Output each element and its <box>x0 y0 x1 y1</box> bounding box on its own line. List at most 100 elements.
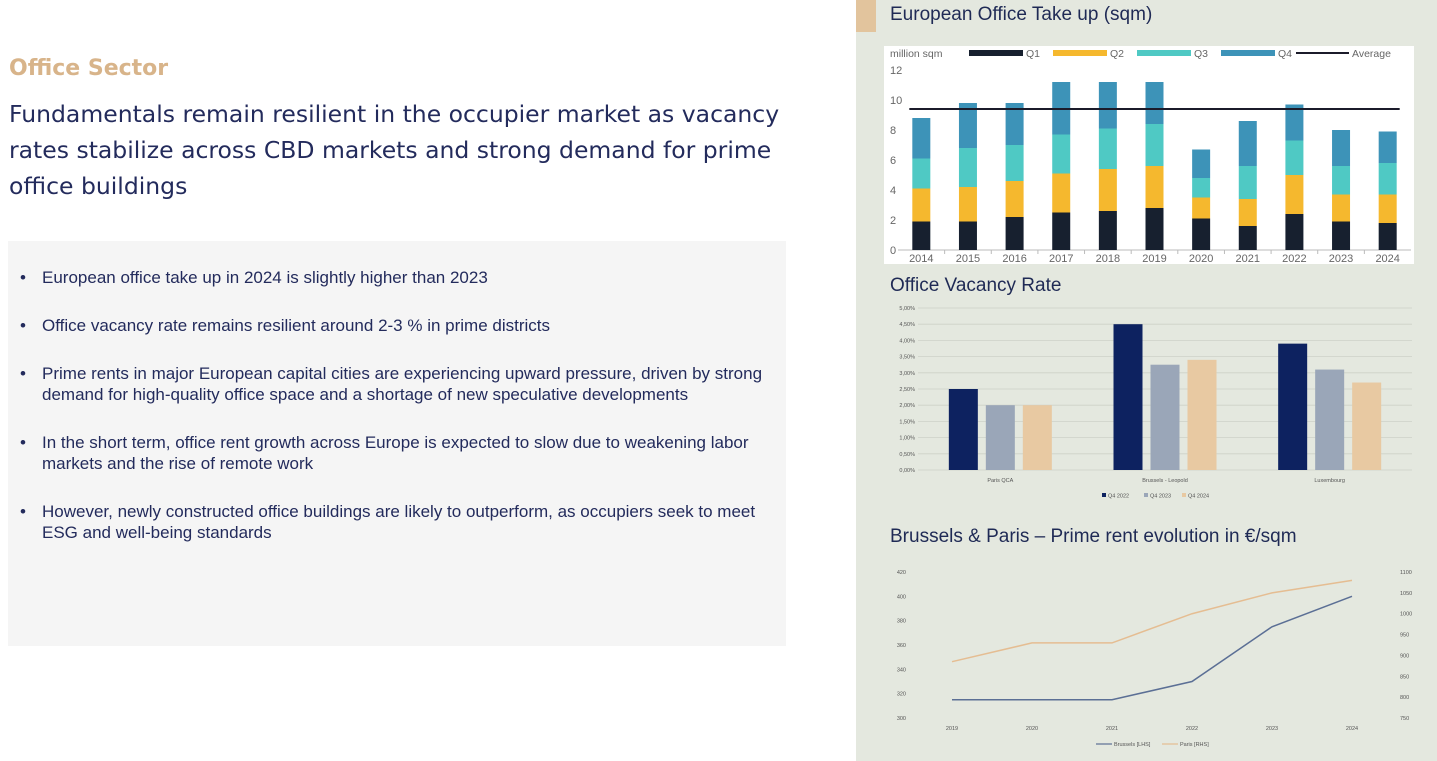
takeup-bar-segment <box>1285 175 1304 214</box>
vacancy-bar <box>1352 382 1382 470</box>
legend-swatch <box>969 50 1023 56</box>
y-tick-label: 4 <box>890 185 896 197</box>
x-tick-label: Paris QCA <box>987 478 1013 484</box>
takeup-bar-segment <box>1192 197 1211 219</box>
legend-label: Q1 <box>1026 48 1040 60</box>
y-tick-label-left: 420 <box>897 570 906 576</box>
takeup-bar-segment <box>1145 208 1164 250</box>
x-tick-label: 2023 <box>1329 253 1353 265</box>
bullet-text: However, newly constructed office buildi… <box>42 502 756 542</box>
takeup-bar-segment <box>1192 149 1211 178</box>
headline: Fundamentals remain resilient in the occ… <box>9 100 780 200</box>
vacancy-chart-title: Office Vacancy Rate <box>890 275 1062 296</box>
takeup-chart-title: European Office Take up (sqm) <box>890 4 1153 25</box>
y-tick-label: 1,00% <box>899 436 915 442</box>
x-tick-label: 2014 <box>909 253 933 265</box>
y-tick-label-left: 340 <box>897 667 906 673</box>
y-tick-label: 2,50% <box>899 387 915 393</box>
legend-label: Q4 2022 <box>1108 494 1129 500</box>
takeup-bar-segment <box>1192 218 1211 250</box>
takeup-bar-segment <box>958 221 977 250</box>
takeup-chart: 0 2 4 6 8 10 12 million sqm Q1 Q2 Q3 Q4 Average 2014 2… <box>884 46 1414 265</box>
legend-swatch <box>1221 50 1275 56</box>
legend-label: Q4 2024 <box>1188 494 1209 500</box>
y-tick-label: 6 <box>890 155 896 167</box>
takeup-bar-segment <box>1098 128 1117 169</box>
y-tick-label: 2,00% <box>899 403 915 409</box>
x-tick-label: 2020 <box>1026 726 1038 732</box>
y-tick-label: 0,00% <box>899 468 915 474</box>
bullet-box: • European office take up in 2024 is slig… <box>8 241 786 646</box>
y-tick-label-right: 850 <box>1400 674 1409 680</box>
legend-label: Brussels [LHS] <box>1114 742 1151 748</box>
y-tick-label-right: 950 <box>1400 633 1409 639</box>
x-tick-label: 2022 <box>1282 253 1306 265</box>
takeup-bar-segment <box>1192 178 1211 198</box>
y-tick-label-right: 800 <box>1400 695 1409 701</box>
takeup-bar-segment <box>912 221 931 250</box>
brussels-line <box>952 595 1353 701</box>
vacancy-bar <box>1278 343 1308 470</box>
legend-swatch <box>1137 50 1191 56</box>
rent-chart-title: Brussels & Paris – Prime rent evolution … <box>890 526 1297 547</box>
y-tick-label-left: 380 <box>897 619 906 625</box>
y-tick-label-right: 750 <box>1400 716 1409 722</box>
y-tick-label: 3,00% <box>899 371 915 377</box>
takeup-bar-segment <box>1238 226 1257 250</box>
y-tick-label-left: 360 <box>897 643 906 649</box>
x-tick-label: 2020 <box>1189 253 1213 265</box>
bullet-list: • European office take up in 2024 is slig… <box>8 267 786 570</box>
takeup-bar-segment <box>1285 214 1304 250</box>
legend-swatch <box>1053 50 1107 56</box>
y-tick-label: 8 <box>890 125 896 137</box>
charts-panel: European Office Take up (sqm) 0 2 4 6 8 10 12 m… <box>856 0 1437 761</box>
bullet-item: • Prime rents in major European capital c… <box>20 364 763 404</box>
y-tick-label: 3,50% <box>899 355 915 361</box>
x-tick-label: 2019 <box>1142 253 1166 265</box>
takeup-bar-segment <box>1285 104 1304 141</box>
y-tick-label-right: 1000 <box>1400 612 1412 618</box>
takeup-bar-segment <box>912 158 931 189</box>
y-tick-label: 1,50% <box>899 419 915 425</box>
y-tick-label: 0 <box>890 245 896 257</box>
bullet-item: • In the short term, office rent growth a… <box>20 433 749 473</box>
takeup-bar-segment <box>1238 199 1257 226</box>
section-title: Office Sector <box>9 56 169 81</box>
legend-label: Q4 <box>1278 48 1292 60</box>
takeup-bar-segment <box>1145 82 1164 124</box>
y-tick-label: 4,50% <box>899 322 915 328</box>
y-tick-label-right: 1100 <box>1400 570 1412 576</box>
y-tick-label-left: 400 <box>897 594 906 600</box>
bullet-item: • Office vacancy rate remains resilient a… <box>20 316 550 335</box>
y-tick-label: 4,00% <box>899 338 915 344</box>
takeup-bar-segment <box>1052 134 1071 174</box>
x-tick-label: Brussels - Leopold <box>1142 478 1188 484</box>
bullet-text: Prime rents in major European capital ci… <box>42 364 763 404</box>
vacancy-bar <box>948 389 978 470</box>
x-tick-label: 2022 <box>1186 726 1198 732</box>
x-tick-label: 2021 <box>1236 253 1260 265</box>
y-tick-label-left: 320 <box>897 692 906 698</box>
vacancy-bar <box>1187 359 1217 470</box>
vacancy-chart: 0,00% 0,50% 1,00% 1,50% 2,00% 2,50% 3,00% 3,50%… <box>899 306 1412 500</box>
takeup-bar-segment <box>1378 194 1397 223</box>
x-tick-label: Luxembourg <box>1314 478 1345 484</box>
takeup-bar-segment <box>1378 163 1397 195</box>
y-tick-label: 12 <box>890 65 902 77</box>
takeup-bar-segment <box>912 118 931 159</box>
x-tick-label: 2021 <box>1106 726 1118 732</box>
unit-label: million sqm <box>890 48 943 60</box>
x-tick-label: 2019 <box>946 726 958 732</box>
legend-label: Q4 2023 <box>1150 494 1171 500</box>
bullet-text: In the short term, office rent growth ac… <box>42 433 749 473</box>
takeup-bar-segment <box>1005 103 1024 145</box>
takeup-bar-segment <box>1332 166 1351 195</box>
takeup-bar-segment <box>1378 223 1397 250</box>
takeup-bar-segment <box>1145 124 1164 166</box>
takeup-bar-segment <box>1005 145 1024 181</box>
y-tick-label: 5,00% <box>899 306 915 312</box>
takeup-bar-segment <box>1145 166 1164 208</box>
y-tick-label: 10 <box>890 95 902 107</box>
y-tick-label-left: 300 <box>897 716 906 722</box>
takeup-bar-segment <box>958 148 977 187</box>
